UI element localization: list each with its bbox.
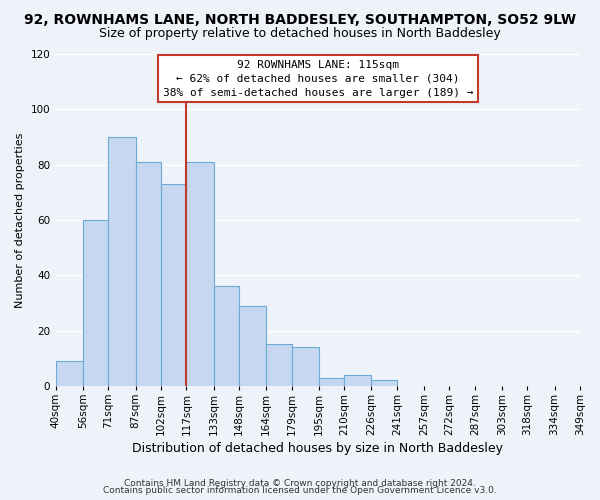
Bar bbox=[214, 286, 239, 386]
Bar bbox=[371, 380, 397, 386]
Text: Size of property relative to detached houses in North Baddesley: Size of property relative to detached ho… bbox=[99, 28, 501, 40]
Text: Contains public sector information licensed under the Open Government Licence v3: Contains public sector information licen… bbox=[103, 486, 497, 495]
Bar bbox=[266, 344, 292, 386]
Bar bbox=[83, 220, 109, 386]
Text: Contains HM Land Registry data © Crown copyright and database right 2024.: Contains HM Land Registry data © Crown c… bbox=[124, 478, 476, 488]
Bar bbox=[161, 184, 187, 386]
Text: 92, ROWNHAMS LANE, NORTH BADDESLEY, SOUTHAMPTON, SO52 9LW: 92, ROWNHAMS LANE, NORTH BADDESLEY, SOUT… bbox=[24, 12, 576, 26]
Bar bbox=[187, 162, 214, 386]
Bar bbox=[239, 306, 266, 386]
Bar bbox=[109, 137, 136, 386]
Bar bbox=[56, 361, 83, 386]
Y-axis label: Number of detached properties: Number of detached properties bbox=[15, 132, 25, 308]
Text: 92 ROWNHAMS LANE: 115sqm
← 62% of detached houses are smaller (304)
38% of semi-: 92 ROWNHAMS LANE: 115sqm ← 62% of detach… bbox=[163, 60, 473, 98]
Bar bbox=[136, 162, 161, 386]
Bar bbox=[319, 378, 344, 386]
X-axis label: Distribution of detached houses by size in North Baddesley: Distribution of detached houses by size … bbox=[133, 442, 503, 455]
Bar bbox=[344, 375, 371, 386]
Bar bbox=[292, 348, 319, 386]
